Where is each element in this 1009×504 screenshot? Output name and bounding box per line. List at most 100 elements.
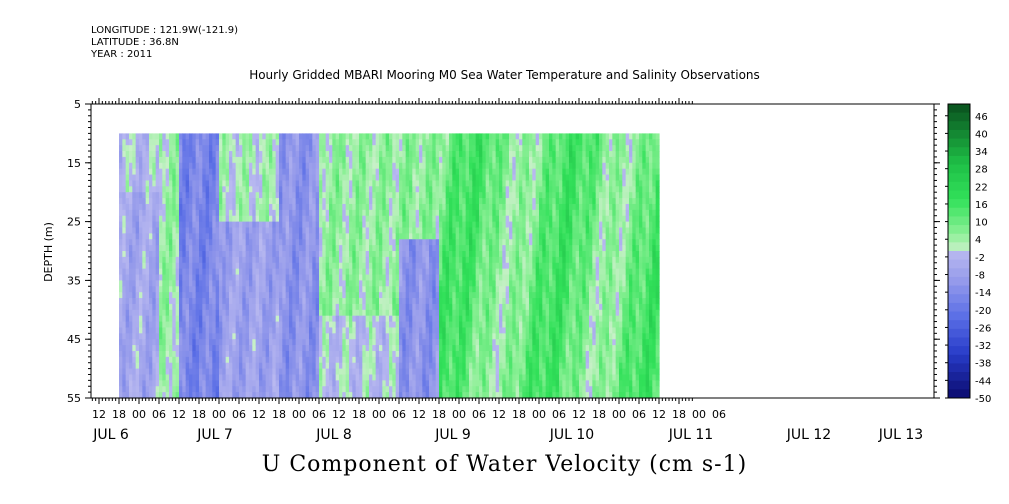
x-tick-label: 00: [692, 408, 706, 421]
colorbar-label: -14: [975, 288, 991, 299]
y-tick-label: 35: [67, 274, 81, 287]
x-tick-label: 18: [672, 408, 686, 421]
colorbar-swatch: [948, 190, 970, 200]
colorbar-label: 28: [975, 165, 988, 176]
x-day-label: JUL 10: [549, 427, 594, 443]
colorbar-label: -50: [975, 394, 991, 405]
colorbar-swatch: [948, 121, 970, 131]
x-tick-label: 06: [712, 408, 726, 421]
colorbar-swatch: [948, 233, 970, 243]
colorbar-swatch: [948, 311, 970, 321]
colorbar-label: 10: [975, 218, 988, 229]
y-tick-label: 25: [67, 216, 81, 229]
colorbar-swatch: [948, 320, 970, 330]
x-day-label: JUL 8: [315, 427, 352, 443]
x-tick-label: 12: [492, 408, 506, 421]
colorbar-swatch: [948, 276, 970, 287]
heatmap-chart: 5 15 25 35 45 55 12 18 00 06 12 18 00 06 12 18 00 06 12 18 0…: [42, 98, 991, 443]
year-label: YEAR : 2011: [91, 49, 153, 60]
colorbar-label: -26: [975, 323, 991, 334]
colorbar-swatch: [948, 380, 970, 390]
longitude-label: LONGITUDE : 121.9W(-121.9): [91, 25, 238, 36]
colorbar-swatch: [948, 199, 970, 209]
colorbar-swatch: [948, 138, 970, 148]
colorbar-swatch: [948, 294, 970, 304]
x-tick-label: 00: [212, 408, 226, 421]
colorbar-swatch: [948, 173, 970, 183]
colorbar-label: -32: [975, 341, 991, 352]
heatmap-cells: [119, 133, 660, 399]
colorbar-label: 16: [975, 200, 988, 211]
colorbar-swatch: [948, 354, 970, 364]
y-tick-label: 5: [74, 98, 81, 111]
x-tick-label: 12: [332, 408, 346, 421]
colorbar-label: 40: [975, 129, 988, 140]
colorbar-swatch: [948, 147, 970, 157]
y-tick-label: 55: [67, 392, 81, 405]
colorbar-swatch: [948, 104, 970, 114]
colorbar-swatch: [948, 302, 970, 313]
colorbar-label: 46: [975, 112, 988, 123]
colorbar-label: -8: [975, 271, 985, 282]
x-tick-label: 00: [292, 408, 306, 421]
colorbar-swatch: [948, 112, 970, 122]
x-tick-label: 06: [232, 408, 246, 421]
colorbar-swatch: [948, 225, 970, 235]
colorbar-label: -38: [975, 359, 991, 370]
x-tick-label: 06: [472, 408, 486, 421]
colorbar-swatch: [948, 207, 970, 217]
colorbar-label: 4: [975, 235, 981, 246]
colorbar-label: -20: [975, 306, 991, 317]
colorbar-swatch: [948, 268, 970, 278]
colorbar: 46 40 34 28 22 16 10 4 -2 -8 -14 -20 -26 -32 -38 -44 -50: [945, 103, 991, 405]
x-tick-label: 00: [612, 408, 626, 421]
axes: 5 15 25 35 45 55 12 18 00 06 12 18 00 06 12 18 00 06 12 18 0…: [67, 98, 940, 443]
colorbar-label: 34: [975, 147, 988, 158]
colorbar-swatch: [948, 164, 970, 174]
colorbar-swatch: [948, 372, 970, 382]
x-tick-label: 12: [412, 408, 426, 421]
x-day-label: JUL 9: [434, 427, 471, 443]
colorbar-label: 22: [975, 182, 988, 193]
y-tick-label: 15: [67, 157, 81, 170]
x-tick-label: 18: [512, 408, 526, 421]
x-tick-label: 12: [652, 408, 666, 421]
x-tick-label: 00: [452, 408, 466, 421]
x-day-label: JUL 11: [668, 427, 713, 443]
colorbar-swatch: [948, 389, 970, 399]
x-tick-label: 18: [352, 408, 366, 421]
x-day-label: JUL 6: [92, 427, 129, 443]
x-tick-label: 12: [92, 408, 106, 421]
x-tick-label: 06: [552, 408, 566, 421]
colorbar-swatch: [948, 346, 970, 356]
y-tick-label: 45: [67, 333, 81, 346]
x-tick-label: 18: [432, 408, 446, 421]
x-day-label: JUL 7: [196, 427, 233, 443]
x-tick-label: 06: [312, 408, 326, 421]
colorbar-frame: [947, 103, 971, 399]
x-tick-label: 06: [392, 408, 406, 421]
x-tick-label: 18: [592, 408, 606, 421]
colorbar-swatch: [948, 285, 970, 295]
x-tick-label: 12: [572, 408, 586, 421]
x-tick-label: 18: [192, 408, 206, 421]
colorbar-swatch: [948, 155, 970, 166]
x-tick-label: 12: [172, 408, 186, 421]
colorbar-swatch: [948, 251, 970, 261]
colorbar-swatch: [948, 242, 970, 252]
x-tick-label: 00: [532, 408, 546, 421]
x-tick-label: 00: [372, 408, 386, 421]
x-day-label: JUL 13: [878, 427, 923, 443]
colorbar-swatch: [948, 328, 970, 338]
colorbar-swatch: [948, 216, 970, 226]
x-tick-label: 18: [272, 408, 286, 421]
chart-title: Hourly Gridded MBARI Mooring M0 Sea Wate…: [249, 68, 760, 82]
x-tick-label: 06: [632, 408, 646, 421]
latitude-label: LATITUDE : 36.8N: [91, 37, 179, 48]
x-tick-label: 18: [112, 408, 126, 421]
x-tick-label: 06: [152, 408, 166, 421]
x-tick-label: 12: [252, 408, 266, 421]
x-axis-title: U Component of Water Velocity (cm s-1): [261, 452, 748, 477]
colorbar-swatch: [948, 337, 970, 347]
colorbar-swatch: [948, 181, 970, 191]
